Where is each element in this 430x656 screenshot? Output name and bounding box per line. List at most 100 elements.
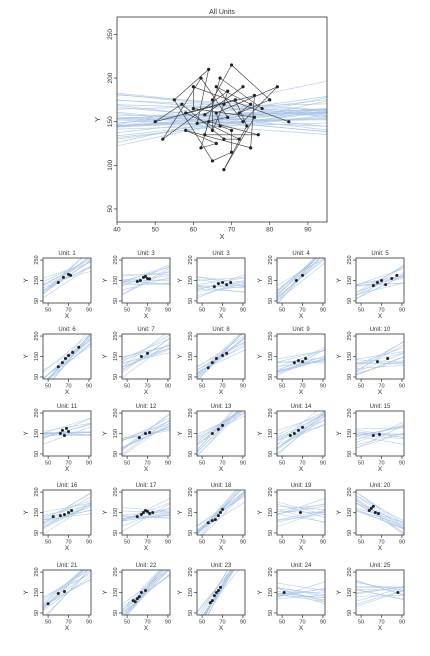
y-tick-label: 250 bbox=[188, 408, 194, 417]
x-tick-label: 50 bbox=[279, 308, 285, 314]
data-point bbox=[238, 111, 241, 114]
data-point bbox=[221, 508, 224, 511]
data-point bbox=[396, 591, 399, 594]
y-tick-label: 150 bbox=[347, 508, 353, 517]
y-tick-label: 250 bbox=[34, 331, 40, 340]
x-axis-label: X bbox=[378, 313, 383, 320]
y-tick-label: 250 bbox=[113, 487, 119, 496]
data-point bbox=[211, 98, 214, 101]
data-point bbox=[221, 281, 224, 284]
y-axis-label: Y bbox=[177, 354, 184, 359]
x-tick-label: 90 bbox=[86, 308, 92, 314]
x-tick-label: 50 bbox=[279, 620, 285, 626]
panel-title: Unit: 25 bbox=[370, 563, 391, 569]
panel-title: Unit: 6 bbox=[58, 327, 76, 333]
fit-line bbox=[277, 350, 325, 359]
fit-line bbox=[356, 492, 404, 524]
data-point bbox=[77, 346, 80, 349]
fit-line bbox=[356, 586, 404, 587]
panel-title: Unit: 4 bbox=[292, 251, 310, 257]
y-tick-label: 250 bbox=[34, 567, 40, 576]
y-tick-label: 150 bbox=[347, 276, 353, 285]
data-point bbox=[59, 514, 62, 517]
data-point bbox=[295, 279, 298, 282]
fit-line bbox=[43, 333, 91, 372]
data-point bbox=[148, 512, 151, 515]
panel-title: Unit: 8 bbox=[212, 327, 230, 333]
fit-line bbox=[197, 553, 245, 611]
data-point bbox=[226, 90, 229, 93]
data-point bbox=[301, 360, 304, 363]
y-tick-label: 250 bbox=[34, 408, 40, 417]
data-point bbox=[395, 274, 398, 277]
data-point bbox=[226, 116, 229, 119]
y-tick-label: 50 bbox=[188, 530, 194, 536]
fit-lines bbox=[356, 492, 404, 535]
y-tick-label: 50 bbox=[268, 374, 274, 380]
x-axis-label: X bbox=[144, 545, 149, 552]
x-tick-label: 90 bbox=[165, 308, 171, 314]
y-axis-label: Y bbox=[257, 431, 264, 436]
data-point bbox=[211, 519, 214, 522]
fit-line bbox=[43, 260, 91, 293]
x-tick-label: 90 bbox=[86, 384, 92, 390]
trajectory-line bbox=[224, 117, 255, 169]
data-point bbox=[293, 361, 296, 364]
y-tick-label: 250 bbox=[113, 408, 119, 417]
y-tick-label: 50 bbox=[347, 298, 353, 304]
fit-line bbox=[197, 552, 245, 613]
x-axis-label: X bbox=[219, 545, 224, 552]
x-tick-label: 50 bbox=[124, 620, 130, 626]
y-axis-label: Y bbox=[257, 510, 264, 515]
fit-line bbox=[277, 254, 325, 300]
fit-line bbox=[197, 410, 245, 437]
fit-line bbox=[197, 416, 245, 438]
x-tick-label: 90 bbox=[320, 308, 326, 314]
y-tick-label: 250 bbox=[347, 487, 353, 496]
data-point bbox=[192, 85, 195, 88]
data-point bbox=[136, 515, 139, 518]
data-point bbox=[154, 120, 157, 123]
data-point bbox=[63, 434, 66, 437]
x-axis-label: X bbox=[65, 545, 70, 552]
data-point bbox=[374, 511, 377, 514]
y-tick-label: 250 bbox=[34, 255, 40, 264]
x-axis-label: X bbox=[299, 313, 304, 320]
fit-line bbox=[197, 329, 245, 374]
data-point bbox=[65, 427, 68, 430]
data-point bbox=[229, 281, 232, 284]
data-point bbox=[245, 124, 248, 127]
fit-line bbox=[122, 349, 170, 367]
x-tick-label: 90 bbox=[240, 461, 246, 467]
fit-line bbox=[356, 495, 404, 528]
data-point bbox=[289, 434, 292, 437]
panel-title: Unit: 16 bbox=[57, 483, 78, 489]
x-tick-label: 90 bbox=[320, 384, 326, 390]
y-axis-label: Y bbox=[257, 354, 264, 359]
y-tick-label: 250 bbox=[268, 567, 274, 576]
y-axis-label: Y bbox=[23, 431, 30, 436]
fit-lines bbox=[122, 265, 170, 295]
y-axis-label: Y bbox=[177, 590, 184, 595]
data-point bbox=[211, 599, 214, 602]
x-tick-label: 50 bbox=[199, 384, 205, 390]
data-point bbox=[219, 586, 222, 589]
fit-lines bbox=[197, 275, 245, 298]
y-tick-label: 250 bbox=[347, 331, 353, 340]
x-tick-label: 80 bbox=[266, 227, 274, 234]
data-point bbox=[260, 107, 263, 110]
y-tick-label: 150 bbox=[34, 508, 40, 517]
data-point bbox=[69, 274, 72, 277]
y-tick-label: 250 bbox=[347, 408, 353, 417]
fit-lines bbox=[43, 418, 91, 444]
data-point bbox=[225, 283, 228, 286]
x-axis-label: X bbox=[378, 389, 383, 396]
y-tick-label: 250 bbox=[188, 331, 194, 340]
y-tick-label: 250 bbox=[268, 331, 274, 340]
y-axis-label: Y bbox=[23, 590, 30, 595]
data-point bbox=[57, 365, 60, 368]
y-tick-label: 250 bbox=[347, 567, 353, 576]
x-tick-label: 50 bbox=[45, 620, 51, 626]
data-point bbox=[215, 357, 218, 360]
